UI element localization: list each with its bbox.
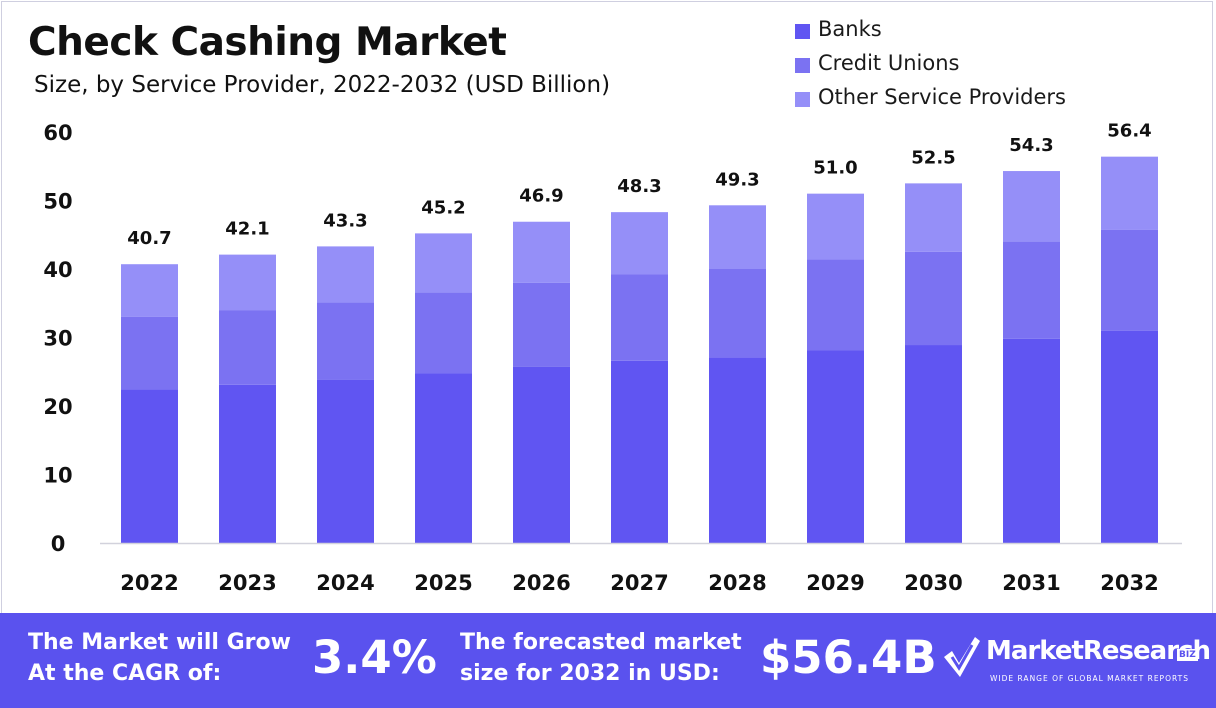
logo-checkmark-icon (944, 637, 980, 677)
bar-segment-other-service-providers (807, 193, 864, 260)
total-value-label: 40.7 (127, 228, 171, 249)
bar-segment-banks (611, 360, 668, 543)
cagr-label-line1: The Market will Grow (28, 630, 291, 655)
bar-segment-credit-unions (905, 251, 962, 346)
legend-label-other-service-providers: Other Service Providers (818, 85, 1066, 109)
bar-segment-banks (1101, 330, 1158, 543)
y-tick-label: 0 (51, 532, 66, 556)
bar-segment-other-service-providers (905, 183, 962, 252)
bar-segment-banks (317, 379, 374, 543)
x-tick-label: 2032 (1100, 571, 1158, 595)
legend-swatch-credit-unions (795, 58, 810, 73)
total-value-label: 45.2 (421, 197, 465, 218)
bar-segment-other-service-providers (611, 212, 668, 275)
legend-swatch-other-service-providers (795, 92, 810, 107)
chart-subtitle: Size, by Service Provider, 2022-2032 (US… (34, 72, 611, 98)
chart-title: Check Cashing Market (28, 20, 507, 65)
bar-segment-banks (219, 384, 276, 543)
total-value-label: 51.0 (813, 158, 857, 179)
chart-frame (1, 1, 1213, 613)
forecast-label-line2: size for 2032 in USD: (460, 661, 720, 686)
bar-segment-banks (513, 366, 570, 543)
total-value-label: 46.9 (519, 186, 563, 207)
total-value-label: 43.3 (323, 210, 367, 231)
bar-segment-banks (905, 345, 962, 543)
bar-segment-credit-unions (513, 282, 570, 367)
bar-segment-banks (807, 350, 864, 543)
bar-segment-credit-unions (317, 302, 374, 380)
bar-segment-banks (415, 373, 472, 543)
y-tick-label: 10 (43, 464, 72, 488)
x-tick-label: 2026 (512, 571, 570, 595)
logo-suffix: BIZ (1177, 649, 1198, 661)
bar-segment-credit-unions (219, 310, 276, 385)
logo-tagline: WIDE RANGE OF GLOBAL MARKET REPORTS (990, 674, 1189, 683)
x-tick-label: 2022 (120, 571, 178, 595)
x-tick-label: 2027 (610, 571, 668, 595)
total-value-label: 49.3 (715, 169, 759, 190)
x-tick-label: 2029 (806, 571, 864, 595)
forecast-value: $56.4B (760, 631, 937, 684)
bar-segment-other-service-providers (709, 205, 766, 269)
x-tick-label: 2024 (316, 571, 374, 595)
x-tick-label: 2025 (414, 571, 472, 595)
y-tick-label: 60 (43, 121, 72, 145)
logo-text: MarketResearch (986, 636, 1211, 666)
forecast-label: The forecasted market size for 2032 in U… (460, 627, 742, 689)
x-tick-label: 2028 (708, 571, 766, 595)
total-value-label: 56.4 (1107, 121, 1151, 142)
y-tick-label: 40 (43, 258, 72, 282)
bar-segment-banks (121, 389, 178, 543)
legend-swatch-banks (795, 24, 810, 39)
legend-label-credit-unions: Credit Unions (818, 51, 960, 75)
cagr-label: The Market will Grow At the CAGR of: (28, 627, 291, 689)
bar-segment-other-service-providers (219, 254, 276, 311)
x-tick-label: 2030 (904, 571, 962, 595)
bar-segment-other-service-providers (1101, 156, 1158, 230)
x-tick-label: 2031 (1002, 571, 1060, 595)
bar-segment-credit-unions (415, 292, 472, 374)
total-value-label: 42.1 (225, 219, 269, 240)
summary-banner: The Market will Grow At the CAGR of: 3.4… (0, 613, 1216, 708)
total-value-label: 48.3 (617, 176, 661, 197)
bar-segment-credit-unions (121, 316, 178, 390)
total-value-label: 54.3 (1009, 135, 1053, 156)
bar-segment-credit-unions (611, 274, 668, 361)
x-tick-label: 2023 (218, 571, 276, 595)
bar-segment-other-service-providers (415, 233, 472, 293)
bar-segment-credit-unions (1101, 229, 1158, 331)
bar-segment-banks (709, 357, 766, 543)
bar-segment-other-service-providers (317, 246, 374, 303)
total-value-label: 52.5 (911, 147, 955, 168)
bar-segment-credit-unions (1003, 241, 1060, 339)
y-tick-label: 20 (43, 395, 72, 419)
legend-label-banks: Banks (818, 17, 882, 41)
bar-segment-banks (1003, 338, 1060, 543)
cagr-value: 3.4% (312, 631, 437, 684)
bar-segment-other-service-providers (513, 221, 570, 283)
bar-segment-other-service-providers (121, 264, 178, 317)
cagr-label-line2: At the CAGR of: (28, 661, 222, 686)
y-tick-label: 30 (43, 327, 72, 351)
forecast-label-line1: The forecasted market (460, 630, 742, 655)
bar-segment-other-service-providers (1003, 171, 1060, 242)
y-tick-label: 50 (43, 190, 72, 214)
stacked-bar-chart: 010203040506040.7202242.1202343.3202445.… (43, 121, 1182, 595)
bar-segment-credit-unions (709, 269, 766, 358)
bar-segment-credit-unions (807, 259, 864, 351)
